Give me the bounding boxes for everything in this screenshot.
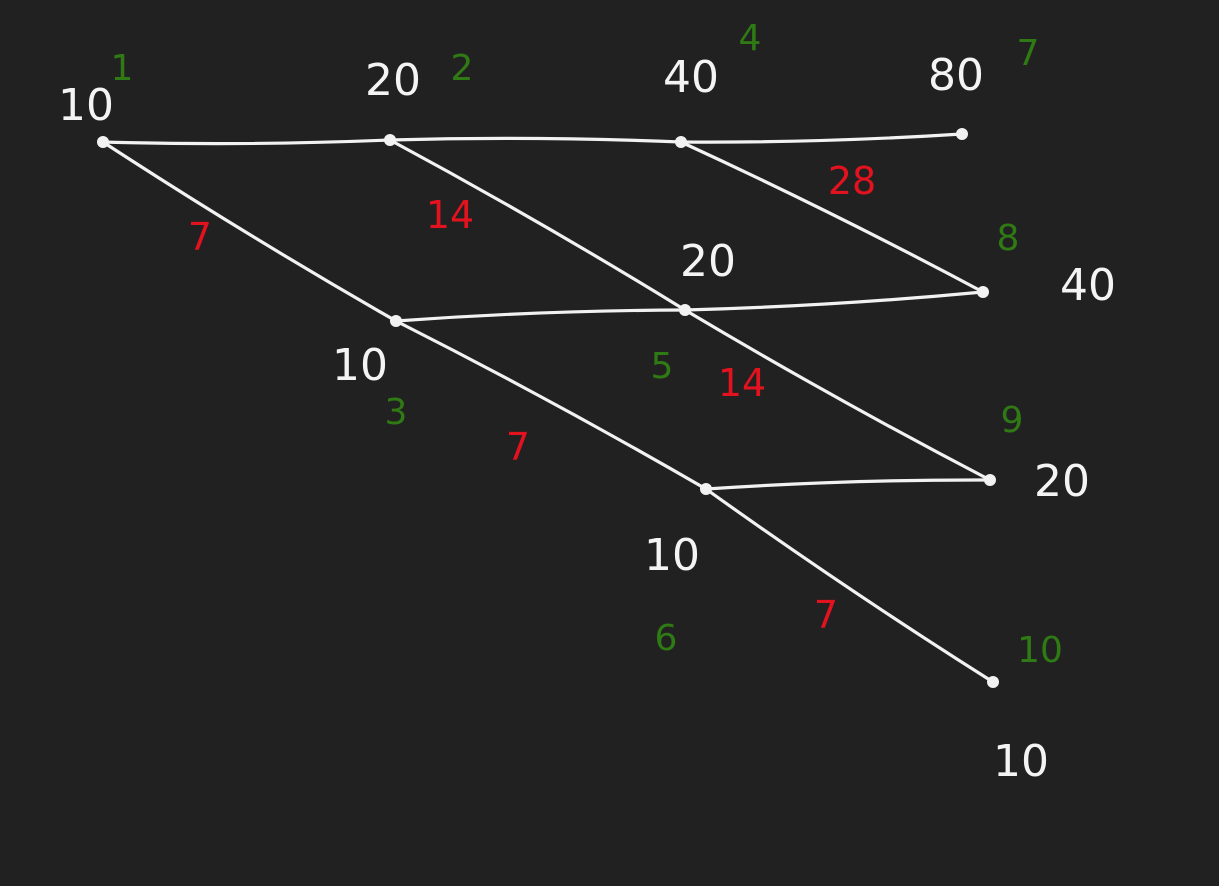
node-value-label: 20 bbox=[1034, 456, 1090, 507]
edge-n3-n5 bbox=[394, 308, 687, 323]
edge-weight-label: 7 bbox=[188, 215, 212, 259]
node-index-label: 9 bbox=[1001, 400, 1024, 441]
node-n6 bbox=[700, 483, 712, 495]
node-index-label: 7 bbox=[1017, 33, 1040, 74]
edge-n6-n9 bbox=[704, 478, 992, 491]
edge-weight-label: 7 bbox=[814, 593, 838, 637]
node-value-label: 10 bbox=[644, 530, 700, 581]
node-n2 bbox=[384, 134, 396, 146]
edge-n2-n4 bbox=[388, 136, 683, 144]
node-value-label: 10 bbox=[58, 80, 114, 131]
node-n1 bbox=[97, 136, 109, 148]
node-index-label: 10 bbox=[1017, 630, 1063, 671]
node-index-label: 8 bbox=[997, 218, 1020, 259]
edge-n1-n2 bbox=[101, 138, 392, 146]
node-n10 bbox=[987, 676, 999, 688]
node-n9 bbox=[984, 474, 996, 486]
edge-n3-n6 bbox=[394, 319, 708, 491]
node-index-label: 4 bbox=[739, 18, 762, 59]
edge-n2-n5 bbox=[388, 138, 687, 312]
node-n7 bbox=[956, 128, 968, 140]
node-value-label: 40 bbox=[663, 52, 719, 103]
node-value-label: 80 bbox=[928, 50, 984, 101]
edge-n5-n9 bbox=[683, 308, 992, 482]
node-value-label: 20 bbox=[365, 55, 421, 106]
node-value-label: 40 bbox=[1060, 260, 1116, 311]
node-n4 bbox=[675, 136, 687, 148]
edge-weight-label: 14 bbox=[426, 193, 474, 237]
edge-n5-n8 bbox=[683, 290, 985, 312]
node-index-label: 5 bbox=[651, 346, 674, 387]
edge-weight-label: 14 bbox=[718, 361, 766, 405]
edge-weight-label: 7 bbox=[506, 425, 530, 469]
node-index-label: 2 bbox=[451, 48, 474, 89]
node-index-label: 6 bbox=[655, 618, 678, 659]
nodes-layer bbox=[97, 128, 999, 688]
node-index-label: 1 bbox=[111, 48, 134, 89]
edge-n6-n10 bbox=[704, 487, 995, 684]
edge-n1-n3 bbox=[101, 140, 398, 323]
edges-layer bbox=[101, 132, 995, 684]
node-value-label: 20 bbox=[680, 236, 736, 287]
node-value-label: 10 bbox=[993, 736, 1049, 787]
node-index-label: 3 bbox=[385, 392, 408, 433]
node-value-label: 10 bbox=[332, 340, 388, 391]
node-n3 bbox=[390, 315, 402, 327]
edge-n4-n7 bbox=[679, 132, 964, 144]
node-n8 bbox=[977, 286, 989, 298]
node-n5 bbox=[679, 304, 691, 316]
edge-n4-n8 bbox=[679, 140, 985, 294]
edge-weight-label: 28 bbox=[828, 159, 876, 203]
